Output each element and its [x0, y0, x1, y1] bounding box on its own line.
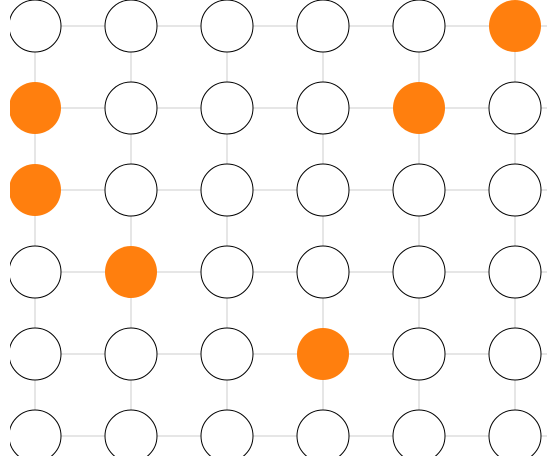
cell-filled-r2-c5[interactable] [393, 82, 445, 134]
cell-empty-r4-c5[interactable] [392, 245, 446, 299]
cell-empty-r6-c4[interactable] [296, 409, 350, 462]
cell-empty-r2-c3[interactable] [200, 81, 254, 135]
cell-empty-r6-c5[interactable] [392, 409, 446, 462]
cell-filled-r2-c1[interactable] [9, 82, 61, 134]
cell-empty-r4-c6[interactable] [488, 245, 542, 299]
cell-empty-r6-c1[interactable] [9, 409, 62, 462]
cell-empty-r1-c3[interactable] [200, 0, 254, 53]
cell-empty-r6-c2[interactable] [104, 409, 158, 462]
cell-empty-r6-c3[interactable] [200, 409, 254, 462]
cell-empty-r3-c3[interactable] [200, 163, 254, 217]
cell-empty-r4-c1[interactable] [9, 245, 62, 299]
cell-empty-r5-c2[interactable] [104, 327, 158, 381]
cell-empty-r2-c2[interactable] [104, 81, 158, 135]
cell-filled-r5-c4[interactable] [297, 328, 349, 380]
cell-empty-r3-c4[interactable] [296, 163, 350, 217]
cell-empty-r1-c1[interactable] [9, 0, 62, 53]
cell-empty-r2-c4[interactable] [296, 81, 350, 135]
cell-empty-r5-c6[interactable] [488, 327, 542, 381]
cell-empty-r1-c2[interactable] [104, 0, 158, 53]
cell-empty-r4-c3[interactable] [200, 245, 254, 299]
cell-empty-r3-c2[interactable] [104, 163, 158, 217]
cell-empty-r4-c4[interactable] [296, 245, 350, 299]
cell-empty-r5-c5[interactable] [392, 327, 446, 381]
cell-empty-r5-c3[interactable] [200, 327, 254, 381]
cell-empty-r3-c5[interactable] [392, 163, 446, 217]
cell-empty-r6-c6[interactable] [488, 409, 542, 462]
cell-empty-r5-c1[interactable] [9, 327, 62, 381]
cell-filled-r4-c2[interactable] [105, 246, 157, 298]
cell-empty-r1-c4[interactable] [296, 0, 350, 53]
cell-empty-r2-c6[interactable] [488, 81, 542, 135]
cell-filled-r3-c1[interactable] [9, 164, 61, 216]
cell-empty-r3-c6[interactable] [488, 163, 542, 217]
cell-filled-r1-c6[interactable] [489, 0, 541, 52]
cell-empty-r1-c5[interactable] [392, 0, 446, 53]
